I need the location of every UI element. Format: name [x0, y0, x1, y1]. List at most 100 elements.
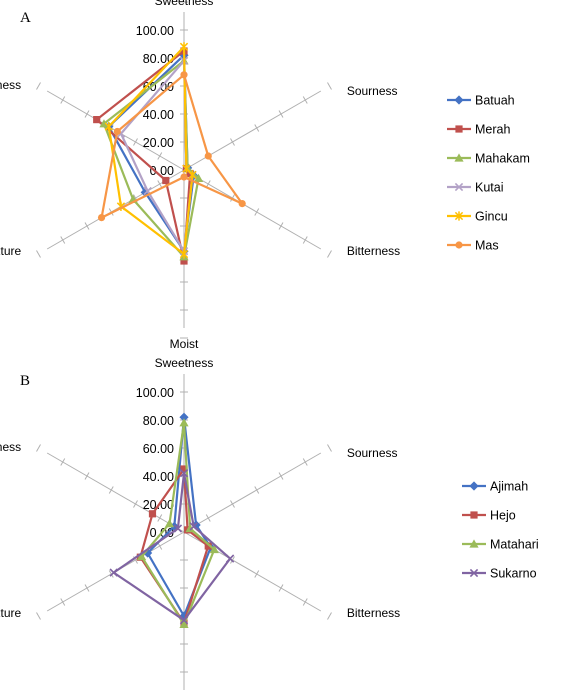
- data-point: [180, 173, 188, 181]
- axis-tick: [157, 514, 163, 522]
- legend-label: Batuah: [475, 94, 515, 108]
- legend-marker: [454, 153, 464, 162]
- axis-tick: [205, 514, 211, 522]
- axis-label: Sweetness: [155, 356, 214, 370]
- axis-tick: [108, 486, 114, 494]
- axis-tick: [254, 124, 260, 132]
- axis-tick: [254, 486, 260, 494]
- axis-tick: [327, 444, 332, 452]
- axis-tick: [254, 208, 260, 216]
- axis-tick: [230, 500, 235, 508]
- axis-tick: [60, 598, 66, 606]
- axis-tick: [36, 612, 41, 620]
- tick-label: 100.00: [136, 24, 174, 38]
- legend-marker: [455, 125, 463, 133]
- axis-tick: [327, 612, 332, 620]
- axis-tick: [60, 458, 66, 466]
- legend: Batuah Merah Mahakam Kutai Gincu Mas: [447, 94, 530, 253]
- tick-label: 20.00: [143, 136, 174, 150]
- legend-label: Merah: [475, 123, 510, 137]
- tick-label: 60.00: [143, 442, 174, 456]
- data-point: [180, 465, 188, 473]
- data-point: [180, 71, 188, 79]
- axis-tick: [302, 96, 308, 104]
- axis-tick: [133, 500, 138, 508]
- axis-tick: [36, 444, 41, 452]
- data-point: [113, 127, 121, 136]
- legend-marker: [469, 568, 479, 578]
- data-point: [188, 170, 197, 180]
- axis-label: Sweetness: [155, 0, 214, 8]
- axis-label: Bitterness: [347, 244, 400, 258]
- axis-tick: [254, 570, 260, 578]
- axis-tick: [278, 584, 284, 592]
- data-point: [93, 116, 101, 124]
- legend-label: Mas: [475, 239, 499, 253]
- axis-tick: [278, 110, 284, 118]
- legend-marker: [455, 241, 463, 249]
- data-point: [148, 510, 157, 518]
- radar-chart-a: A Sweetness Sourness Bitterness Moist Texture…: [0, 0, 530, 351]
- axis-tick: [302, 598, 308, 606]
- axis-label: Texture: [0, 606, 21, 620]
- data-point: [99, 119, 109, 128]
- data-point: [193, 173, 204, 182]
- panel-label: B: [20, 373, 30, 389]
- data-point: [179, 249, 189, 259]
- data-point: [238, 200, 246, 208]
- legend-item: Hejo: [462, 509, 516, 523]
- radar-chart-b: BSweetnessSournessBitternessMoistTexture…: [0, 356, 539, 690]
- data-point: [204, 542, 212, 550]
- legend-marker: [469, 481, 479, 491]
- data-point: [204, 152, 212, 160]
- axis-tick: [302, 458, 308, 466]
- legend-label: Ajimah: [490, 480, 528, 494]
- tick-label: 80.00: [143, 414, 174, 428]
- data-point: [179, 469, 189, 478]
- data-point: [185, 523, 195, 533]
- axis-tick: [36, 250, 41, 258]
- axis-label: Stickiness: [0, 440, 21, 454]
- data-point: [179, 418, 189, 427]
- axis-tick: [278, 472, 284, 480]
- tick-label: 80.00: [143, 52, 174, 66]
- axis-label: Moist: [170, 337, 199, 351]
- legend-marker: [454, 211, 464, 221]
- legend: Ajimah Hejo Matahari Sukarno: [462, 480, 539, 581]
- tick-label: 0.00: [150, 164, 174, 178]
- legend-item: Gincu: [447, 210, 508, 224]
- series-matahari: [136, 418, 219, 628]
- legend-item: Matahari: [462, 538, 539, 552]
- axis-tick: [327, 82, 332, 90]
- legend-label: Hejo: [490, 509, 516, 523]
- axis-label: Bitterness: [347, 606, 400, 620]
- series-mas: [97, 71, 246, 222]
- data-point: [225, 554, 235, 563]
- data-point: [97, 214, 106, 222]
- legend-item: Kutai: [447, 181, 504, 195]
- axis-line: [183, 452, 322, 533]
- data-point: [136, 551, 147, 561]
- data-point: [179, 619, 189, 628]
- tick-label: 40.00: [143, 470, 174, 484]
- axis-tick: [84, 472, 90, 480]
- data-point: [104, 122, 113, 132]
- axis-line: [183, 90, 322, 171]
- axis-tick: [278, 222, 284, 230]
- axis-label: Sourness: [347, 84, 398, 98]
- data-point: [179, 42, 189, 52]
- data-point: [179, 412, 189, 422]
- axis-tick: [230, 138, 235, 146]
- legend-item: Merah: [447, 123, 510, 137]
- data-point: [173, 524, 183, 533]
- axis-tick: [157, 180, 163, 188]
- axis-tick: [133, 138, 138, 146]
- legend-item: Mahakam: [447, 152, 530, 166]
- axis-label: Sourness: [347, 446, 398, 460]
- legend-label: Gincu: [475, 210, 508, 224]
- legend-marker: [454, 95, 464, 105]
- axis-line: [46, 452, 185, 533]
- data-point: [109, 568, 118, 577]
- data-point: [164, 519, 175, 528]
- legend-label: Kutai: [475, 181, 504, 195]
